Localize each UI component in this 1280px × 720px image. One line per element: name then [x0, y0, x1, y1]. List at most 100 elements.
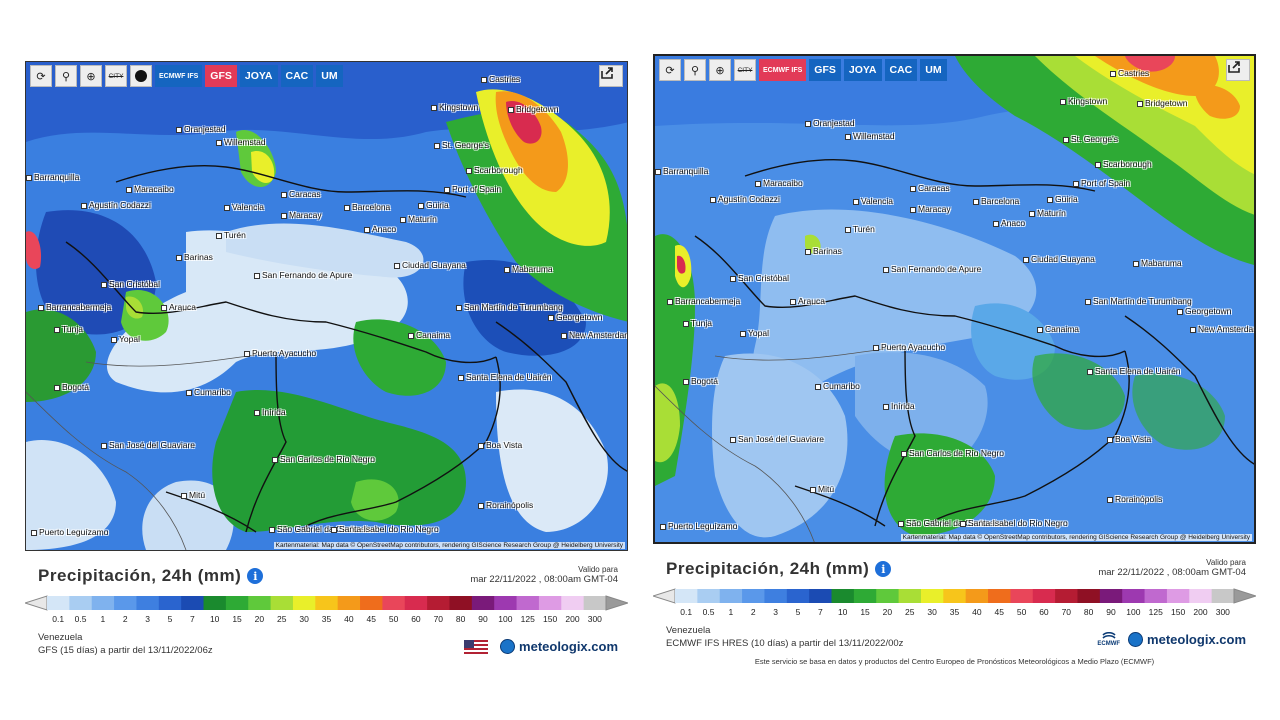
precipitation-map[interactable]: ⟳ ⚲ ⊕ CITY ECMWF IFS GFS JOYA CAC UM Cas… — [25, 61, 628, 551]
city-label: San Carlos de Río Negro — [272, 454, 375, 464]
city-name: Maturín — [408, 214, 437, 224]
share-icon[interactable] — [1226, 59, 1250, 81]
city-name: St. George's — [1071, 134, 1118, 144]
location-pin-icon[interactable]: ⚲ — [55, 65, 77, 87]
city-name: Arauca — [169, 302, 196, 312]
city-marker-icon — [810, 486, 816, 493]
legend-swatch — [449, 596, 473, 610]
city-name: Inírida — [891, 401, 915, 411]
city-label: Barinas — [176, 252, 213, 262]
city-marker-icon — [26, 174, 32, 181]
city-marker-icon — [683, 320, 689, 327]
legend-tick-label: 45 — [994, 607, 1004, 617]
city-marker-icon — [161, 304, 167, 311]
model-ecmwf-button[interactable]: ECMWF IFS — [759, 59, 807, 81]
city-label: São Gabriel da Cachoeira — [898, 518, 1004, 528]
city-label: Canaima — [408, 330, 450, 340]
legend-tick-label: 40 — [972, 607, 982, 617]
model-cac-button[interactable]: CAC — [280, 65, 314, 87]
city-marker-icon — [54, 326, 60, 333]
zoom-icon[interactable]: ⊕ — [709, 59, 731, 81]
legend-swatch — [1122, 589, 1146, 603]
legend-tick-label: 200 — [565, 614, 580, 624]
legend-tick-label: 45 — [366, 614, 376, 624]
brand-logo[interactable]: ECMWF meteologix.com — [1097, 632, 1246, 647]
model-meta: Venezuela ECMWF IFS HRES (10 días) a par… — [666, 624, 903, 650]
legend-tick-label: 60 — [411, 614, 421, 624]
city-name: Valencia — [861, 196, 893, 206]
city-name: Güiria — [1055, 194, 1078, 204]
info-icon[interactable]: i — [247, 568, 264, 584]
brand-logo[interactable]: meteologix.com — [464, 639, 618, 654]
refresh-icon[interactable]: ⟳ — [30, 65, 52, 87]
model-cac-button[interactable]: CAC — [884, 59, 918, 81]
city-marker-icon — [224, 204, 230, 211]
city-label: Valencia — [224, 202, 264, 212]
city-label: Bogotá — [683, 376, 718, 386]
model-joya-button[interactable]: JOYA — [239, 65, 278, 87]
legend-tick-label: 70 — [1061, 607, 1072, 617]
city-label: Scarborough — [1095, 159, 1152, 169]
model-ecmwf-button[interactable]: ECMWF IFS — [155, 65, 203, 87]
model-gfs-button[interactable]: GFS — [809, 59, 841, 81]
legend-tick-label: 10 — [837, 607, 848, 617]
location-pin-icon[interactable]: ⚲ — [684, 59, 706, 81]
model-joya-button[interactable]: JOYA — [843, 59, 882, 81]
model-um-button[interactable]: UM — [316, 65, 343, 87]
city-marker-icon — [281, 212, 287, 219]
city-marker-icon — [1029, 210, 1035, 217]
city-name: Mabaruma — [512, 264, 553, 274]
city-name: Boa Vista — [486, 440, 523, 450]
city-label: Canaima — [1037, 324, 1079, 334]
share-icon[interactable] — [599, 65, 623, 87]
city-marker-icon — [1190, 326, 1196, 333]
city-label: Inírida — [254, 407, 286, 417]
city-label: San José del Guaviare — [730, 434, 824, 444]
city-name: Puerto Leguízamo — [668, 521, 738, 531]
city-marker-icon — [111, 336, 117, 343]
model-gfs-button[interactable]: GFS — [205, 65, 237, 87]
city-marker-icon — [254, 409, 260, 416]
model-um-button[interactable]: UM — [920, 59, 947, 81]
info-icon[interactable]: i — [875, 561, 892, 577]
city-label: Caracas — [910, 183, 950, 193]
legend-swatch — [809, 589, 833, 603]
city-label: Güiria — [418, 200, 449, 210]
city-label: Caracas — [281, 189, 321, 199]
legend-swatch — [1189, 589, 1213, 603]
city-name: Mitú — [189, 490, 206, 500]
title-row: Precipitación, 24h (mm) i — [666, 559, 892, 579]
precipitation-map[interactable]: ⟳ ⚲ ⊕ CITY ECMWF IFS GFS JOYA CAC UM Cas… — [653, 54, 1256, 544]
legend-swatch — [764, 589, 788, 603]
legend-tick-label: 0.5 — [74, 614, 87, 624]
dot-icon[interactable] — [130, 65, 152, 87]
city-name: Agustín Codazzi — [718, 194, 780, 204]
zoom-icon[interactable]: ⊕ — [80, 65, 102, 87]
city-label: Port of Spain — [1073, 178, 1130, 188]
legend-tick-label: 35 — [321, 614, 332, 624]
city-name: Santa Isabel do Rio Negro — [968, 518, 1068, 528]
map-toolbar: ⟳ ⚲ ⊕ CITY ECMWF IFS GFS JOYA CAC UM — [659, 59, 947, 81]
legend-swatch — [1099, 589, 1123, 603]
city-marker-icon — [281, 191, 287, 198]
city-marker-icon — [478, 442, 484, 449]
city-marker-icon — [790, 298, 796, 305]
city-marker-icon — [1073, 180, 1079, 187]
city-label: Maracay — [281, 210, 322, 220]
city-marker-icon — [216, 139, 222, 146]
city-name: Mitú — [818, 484, 835, 494]
city-toggle-button[interactable]: CITY — [734, 59, 756, 81]
city-label: San Fernando de Apure — [254, 270, 352, 280]
map-toolbar: ⟳ ⚲ ⊕ CITY ECMWF IFS GFS JOYA CAC UM — [30, 65, 343, 87]
city-name: São Gabriel da Cachoeira — [906, 518, 1004, 528]
city-toggle-button[interactable]: CITY — [105, 65, 127, 87]
city-name: Santa Isabel do Rio Negro — [339, 524, 439, 534]
legend-swatch — [114, 596, 137, 610]
city-label: Maracaibo — [126, 184, 174, 194]
refresh-icon[interactable]: ⟳ — [659, 59, 681, 81]
city-name: Barranquilla — [663, 166, 709, 176]
city-name: Boa Vista — [1115, 434, 1152, 444]
city-name: Canaima — [1045, 324, 1080, 334]
city-name: Barcelona — [981, 196, 1020, 206]
chart-title: Precipitación, 24h (mm) — [666, 559, 870, 578]
